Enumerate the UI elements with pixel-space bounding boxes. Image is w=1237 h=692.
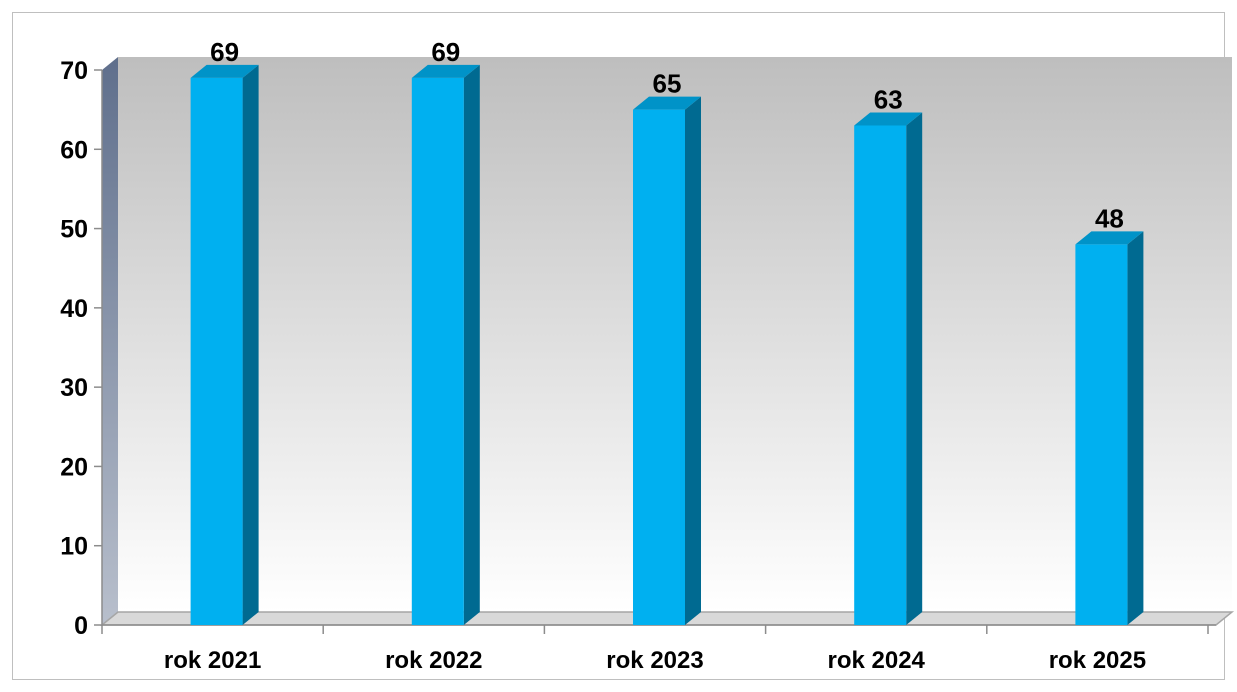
bar [190,77,243,625]
x-category-label: rok 2022 [385,647,482,674]
data-label: 69 [210,37,239,67]
x-category-label: rok 2025 [1049,647,1146,674]
x-category-label: rok 2024 [827,647,925,674]
bar-top [1075,231,1144,245]
bar-top [854,112,923,126]
x-category-label: rok 2021 [164,647,261,674]
bar-side [906,112,923,625]
bar [854,125,907,625]
bar-top [411,64,480,78]
bar-side [242,64,259,625]
data-label: 63 [874,85,903,115]
y-tick-label: 50 [60,216,88,244]
data-label: 69 [431,37,460,67]
bar [633,109,685,625]
bar-side [685,96,701,625]
bar-side [463,64,480,625]
side-wall [102,57,118,625]
y-tick-label: 70 [60,57,88,85]
bar-side [1127,231,1144,625]
y-tick-label: 30 [60,374,88,402]
bar [1075,244,1128,625]
y-tick-label: 40 [60,295,88,323]
data-label: 48 [1095,203,1124,233]
x-category-label: rok 2023 [606,647,703,674]
chart-bars [190,64,1144,625]
bar-top [190,64,259,78]
y-tick-label: 0 [74,612,88,640]
bar [411,77,464,625]
y-tick-label: 60 [60,136,88,164]
bar-top [633,96,701,110]
y-tick-label: 20 [60,453,88,481]
y-tick-label: 10 [60,533,88,561]
data-label: 65 [653,69,682,99]
chart-labels: 0 10 20 30 40 50 60 70 69 rok 2021 69 rok 2022 65 rok… [60,37,1146,674]
